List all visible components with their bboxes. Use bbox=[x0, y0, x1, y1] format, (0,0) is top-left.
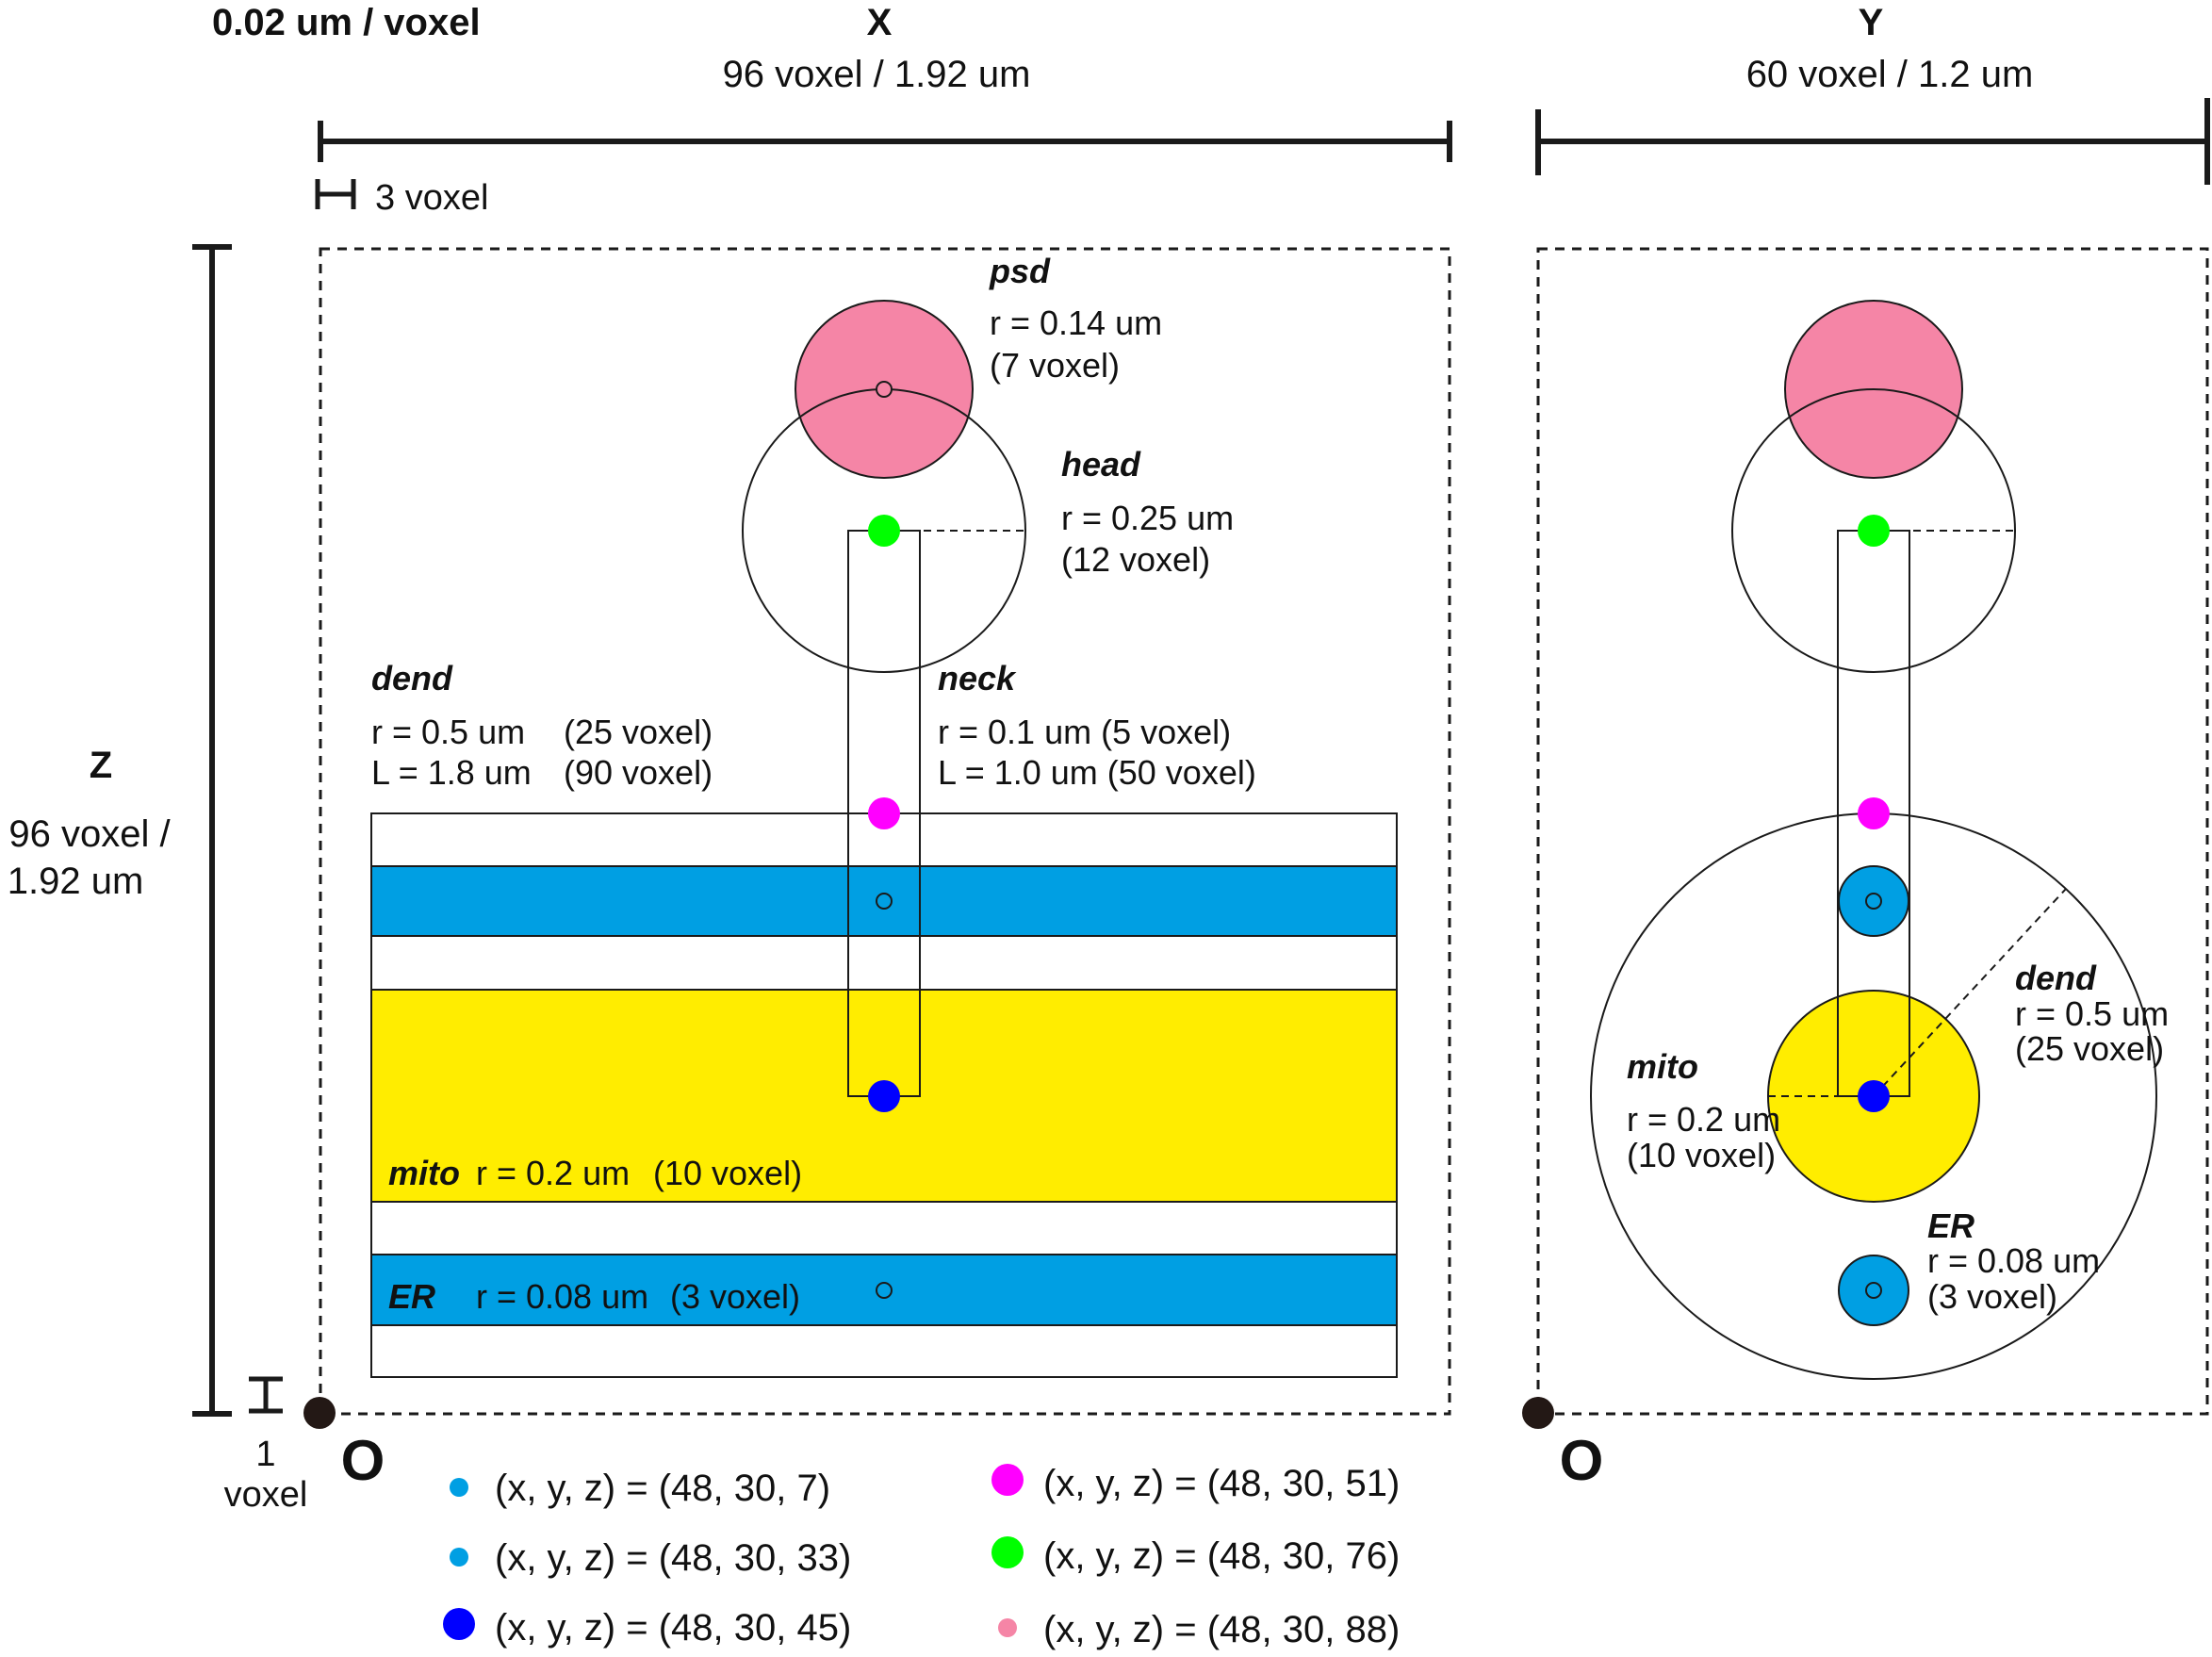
y-scale-bar bbox=[1535, 98, 2210, 185]
dend-voxels-right: (25 voxel) bbox=[2015, 1029, 2164, 1068]
dend-radius-voxels: (25 voxel) bbox=[564, 713, 713, 751]
origin-dot-left bbox=[303, 1397, 336, 1429]
mito-voxels: (10 voxel) bbox=[653, 1154, 802, 1192]
er-upper-center-marker bbox=[876, 893, 893, 910]
origin-label-left: O bbox=[341, 1429, 385, 1492]
er-upper-center-marker-right bbox=[1865, 893, 1882, 910]
three-voxel-scale-bar bbox=[315, 179, 356, 209]
er-voxels: (3 voxel) bbox=[670, 1277, 800, 1316]
head-name: head bbox=[1061, 445, 1141, 484]
scale-label: 0.02 um / voxel bbox=[212, 2, 481, 43]
dend-radius-right: r = 0.5 um bbox=[2015, 994, 2169, 1033]
z-axis-letter: Z bbox=[90, 745, 112, 786]
er-name: ER bbox=[388, 1277, 435, 1316]
psd-voxels: (7 voxel) bbox=[990, 346, 1120, 385]
z-axis-extent-line1: 96 voxel / bbox=[8, 813, 171, 855]
legend-text-2: (x, y, z) = (48, 30, 33) bbox=[495, 1537, 851, 1579]
legend-marker-1 bbox=[450, 1478, 468, 1497]
point-blue-right bbox=[1858, 1080, 1890, 1112]
neck-length: L = 1.0 um (50 voxel) bbox=[938, 753, 1256, 792]
head-sphere-right bbox=[1731, 388, 2016, 673]
dend-radius: r = 0.5 um bbox=[371, 713, 525, 751]
er-name-right: ER bbox=[1927, 1206, 1974, 1245]
z-axis-extent-line2: 1.92 um bbox=[8, 861, 144, 902]
x-scale-bar bbox=[318, 121, 1452, 162]
point-green bbox=[868, 515, 900, 547]
left-panel-frame bbox=[319, 247, 1451, 1416]
er-lower-center-marker-right bbox=[1865, 1282, 1882, 1299]
legend-text-4: (x, y, z) = (48, 30, 51) bbox=[1043, 1463, 1400, 1504]
mito-name-right: mito bbox=[1627, 1047, 1698, 1086]
psd-center-marker bbox=[876, 381, 893, 398]
y-axis-letter: Y bbox=[1859, 2, 1884, 43]
one-voxel-scale-bar bbox=[249, 1376, 283, 1414]
three-voxel-label: 3 voxel bbox=[375, 178, 488, 218]
z-scale-bar bbox=[192, 244, 232, 1417]
er-radius: r = 0.08 um bbox=[476, 1277, 648, 1316]
legend-marker-3 bbox=[443, 1608, 475, 1640]
psd-name: psd bbox=[989, 252, 1051, 290]
point-magenta bbox=[868, 797, 900, 829]
origin-label-right: O bbox=[1560, 1429, 1604, 1492]
neck-radius: r = 0.1 um (5 voxel) bbox=[938, 713, 1231, 751]
point-magenta-right bbox=[1858, 797, 1890, 829]
head-voxels: (12 voxel) bbox=[1061, 540, 1210, 579]
er-radius-right: r = 0.08 um bbox=[1927, 1241, 2100, 1280]
y-axis-extent: 60 voxel / 1.2 um bbox=[1746, 54, 2034, 95]
dend-name: dend bbox=[371, 659, 453, 697]
one-voxel-label-line1: 1 bbox=[255, 1435, 275, 1474]
mito-name: mito bbox=[388, 1154, 460, 1192]
legend-marker-2 bbox=[450, 1548, 468, 1567]
origin-dot-right bbox=[1522, 1397, 1554, 1429]
legend-marker-5 bbox=[991, 1536, 1024, 1568]
er-lower-center-marker bbox=[876, 1282, 893, 1299]
mito-radius: r = 0.2 um bbox=[476, 1154, 630, 1192]
legend-marker-4 bbox=[991, 1464, 1024, 1496]
er-voxels-right: (3 voxel) bbox=[1927, 1277, 2057, 1316]
dend-length: L = 1.8 um bbox=[371, 753, 532, 792]
dend-length-voxels: (90 voxel) bbox=[564, 753, 713, 792]
dend-name-right: dend bbox=[2015, 959, 2097, 997]
psd-radius: r = 0.14 um bbox=[990, 304, 1162, 342]
mito-voxels-right: (10 voxel) bbox=[1627, 1136, 1776, 1174]
point-green-right bbox=[1858, 515, 1890, 547]
point-blue bbox=[868, 1080, 900, 1112]
legend: (x, y, z) = (48, 30, 7) (x, y, z) = (48,… bbox=[443, 1463, 1400, 1650]
head-radius: r = 0.25 um bbox=[1061, 499, 1234, 537]
legend-text-6: (x, y, z) = (48, 30, 88) bbox=[1043, 1609, 1400, 1650]
x-axis-letter: X bbox=[867, 2, 893, 43]
legend-text-1: (x, y, z) = (48, 30, 7) bbox=[495, 1468, 830, 1509]
legend-marker-6 bbox=[998, 1618, 1017, 1637]
mito-radius-right: r = 0.2 um bbox=[1627, 1100, 1780, 1139]
legend-text-3: (x, y, z) = (48, 30, 45) bbox=[495, 1607, 851, 1649]
neck-name: neck bbox=[938, 659, 1017, 697]
one-voxel-label-line2: voxel bbox=[224, 1475, 308, 1515]
x-axis-extent: 96 voxel / 1.92 um bbox=[723, 54, 1031, 95]
legend-text-5: (x, y, z) = (48, 30, 76) bbox=[1043, 1535, 1400, 1577]
